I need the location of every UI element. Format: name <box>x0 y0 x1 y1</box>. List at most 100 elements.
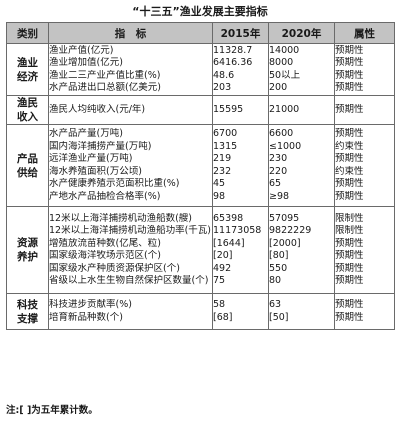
value-2015: 11173058 <box>213 225 262 236</box>
value-2015: 219 <box>213 153 232 164</box>
table-row: 渔业 经济 渔业产值(亿元) 渔业增加值(亿元) 渔业二三产业产值比重(%) 水产品进出口… <box>6 43 395 96</box>
indicator-name-column: 科技进步贡献率(%) 培育新品种数(个) <box>48 293 213 330</box>
value-2020: ≥98 <box>269 190 290 202</box>
indicator-name: 增殖放流苗种数(亿尾、粒) <box>49 237 161 249</box>
category-cell: 产品 供给 <box>6 124 49 207</box>
value-2015: 492 <box>213 262 232 274</box>
value-2020-column: 14000 8000 50以上 200 <box>268 43 335 96</box>
attribute-value: 约束性 <box>335 140 364 152</box>
attribute-value: 预期性 <box>335 44 364 56</box>
value-2015-column: 58 [68] <box>212 293 269 330</box>
value-2020: [80] <box>269 250 289 261</box>
category-cell: 渔民 收入 <box>6 95 49 125</box>
attribute-value: 预期性 <box>335 103 364 115</box>
value-2015: 48.6 <box>213 69 235 81</box>
value-2015: 1315 <box>213 140 238 152</box>
header-2020: 2020年 <box>268 22 335 44</box>
value-2020: 6600 <box>269 128 294 139</box>
attribute-value-column: 预期性 预期性 <box>334 293 395 330</box>
footnote: 注:[ ]为五年累计数。 <box>6 405 98 416</box>
value-2020: 8000 <box>269 57 294 68</box>
value-2020: ≤1000 <box>269 140 302 152</box>
indicator-name: 培育新品种数(个) <box>49 311 123 323</box>
category-label: 经济 <box>17 70 38 83</box>
indicator-name: 12米以上海洋捕捞机动渔船功率(千瓦) <box>49 225 212 236</box>
value-2015: [20] <box>213 250 233 261</box>
indicator-name: 渔业二三产业产值比重(%) <box>49 69 161 81</box>
category-cell: 资源 养护 <box>6 206 49 294</box>
value-2015-column: 65398 11173058 [1644] [20] 492 75 <box>212 206 269 294</box>
value-2020: 63 <box>269 299 282 310</box>
header-indicator: 指 标 <box>48 22 213 44</box>
indicator-name: 国内海洋捕捞产量(万吨) <box>49 140 152 152</box>
attribute-value-column: 限制性 限制性 预期性 预期性 预期性 预期性 <box>334 206 395 294</box>
value-2015-column: 15595 <box>212 95 269 125</box>
value-2020: [2000] <box>269 237 301 249</box>
value-2015: 232 <box>213 165 232 177</box>
attribute-value: 预期性 <box>335 250 364 261</box>
category-label: 支撑 <box>17 312 38 325</box>
indicator-name: 水产品进出口总额(亿美元) <box>49 82 161 93</box>
attribute-value: 限制性 <box>335 212 364 224</box>
indicator-name-column: 12米以上海洋捕捞机动渔船数(艘) 12米以上海洋捕捞机动渔船功率(千瓦) 增殖放流… <box>48 206 213 294</box>
indicator-name: 水产品产量(万吨) <box>49 128 123 139</box>
header-2015: 2015年 <box>212 22 269 44</box>
value-2015: 58 <box>213 299 226 310</box>
category-label: 收入 <box>17 111 38 123</box>
value-2020-column: 63 [50] <box>268 293 335 330</box>
category-label: 科技 <box>17 298 38 311</box>
attribute-value: 预期性 <box>335 275 364 286</box>
table-row: 产品 供给 水产品产量(万吨) 国内海洋捕捞产量(万吨) 远洋渔业产量(万吨) 海水养殖面… <box>6 124 395 207</box>
attribute-value: 约束性 <box>335 165 364 177</box>
value-2020: 200 <box>269 82 288 93</box>
header-category: 类别 <box>6 22 49 44</box>
attribute-value: 预期性 <box>335 128 364 139</box>
header-attribute: 属性 <box>334 22 395 44</box>
attribute-value: 预期性 <box>335 69 364 81</box>
value-2015-column: 6700 1315 219 232 45 98 <box>212 124 269 207</box>
attribute-value: 预期性 <box>335 262 364 274</box>
table-body: 渔业 经济 渔业产值(亿元) 渔业增加值(亿元) 渔业二三产业产值比重(%) 水产品进出口… <box>6 43 395 330</box>
category-label: 渔民 <box>17 97 38 109</box>
table-title: “十三五”渔业发展主要指标 <box>132 5 268 18</box>
value-2020: 65 <box>269 178 282 189</box>
indicator-name: 海水养殖面积(万公顷) <box>49 165 142 177</box>
attribute-value: 限制性 <box>335 225 364 236</box>
value-2020-column: 6600 ≤1000 230 220 65 ≥98 <box>268 124 335 207</box>
indicator-name: 国家级水产种质资源保护区(个) <box>49 262 180 274</box>
value-2015: 45 <box>213 178 226 189</box>
value-2015: [68] <box>213 311 233 323</box>
attribute-value: 预期性 <box>335 311 364 323</box>
value-2015: 98 <box>213 190 226 202</box>
indicator-name: 省级以上水生生物自然保护区数量(个) <box>49 275 209 286</box>
attribute-value-column: 预期性 约束性 预期性 约束性 预期性 预期性 <box>334 124 395 207</box>
attribute-value: 预期性 <box>335 57 364 68</box>
value-2020: 50以上 <box>269 69 301 81</box>
table-row: 渔民 收入 渔民人均纯收入(元/年) 15595 21000 预期性 <box>6 95 395 125</box>
value-2015-column: 11328.7 6416.36 48.6 203 <box>212 43 269 96</box>
table-row: 资源 养护 12米以上海洋捕捞机动渔船数(艘) 12米以上海洋捕捞机动渔船功率(千瓦)… <box>6 206 395 294</box>
category-label: 资源 <box>17 237 38 249</box>
indicator-name: 科技进步贡献率(%) <box>49 299 132 310</box>
value-2015: 6700 <box>213 128 238 139</box>
value-2020: 9822229 <box>269 225 312 236</box>
indicator-name: 水产健康养殖示范面积比重(%) <box>49 178 180 189</box>
indicators-table: 类别 指 标 2015年 2020年 属性 渔业 经济 渔业产值(亿元) 渔业增加值(… <box>6 22 395 330</box>
indicator-name: 产地水产品抽检合格率(%) <box>49 190 161 202</box>
value-2020: 230 <box>269 153 288 164</box>
header-row: 类别 指 标 2015年 2020年 属性 <box>6 22 395 44</box>
value-2020-column: 57095 9822229 [2000] [80] 550 80 <box>268 206 335 294</box>
attribute-value: 预期性 <box>335 237 364 249</box>
value-2020: 57095 <box>269 212 300 224</box>
value-2015: 15595 <box>213 103 244 115</box>
attribute-value: 预期性 <box>335 299 364 310</box>
attribute-value: 预期性 <box>335 190 364 202</box>
indicator-name: 渔业产值(亿元) <box>49 44 114 56</box>
indicator-name-column: 渔业产值(亿元) 渔业增加值(亿元) 渔业二三产业产值比重(%) 水产品进出口总额(亿… <box>48 43 213 96</box>
category-cell: 科技 支撑 <box>6 293 49 330</box>
value-2015: 65398 <box>213 212 244 224</box>
indicator-name: 渔业增加值(亿元) <box>49 57 123 68</box>
value-2020: 21000 <box>269 103 300 115</box>
value-2015: 11328.7 <box>213 44 253 56</box>
value-2015: 6416.36 <box>213 57 253 68</box>
